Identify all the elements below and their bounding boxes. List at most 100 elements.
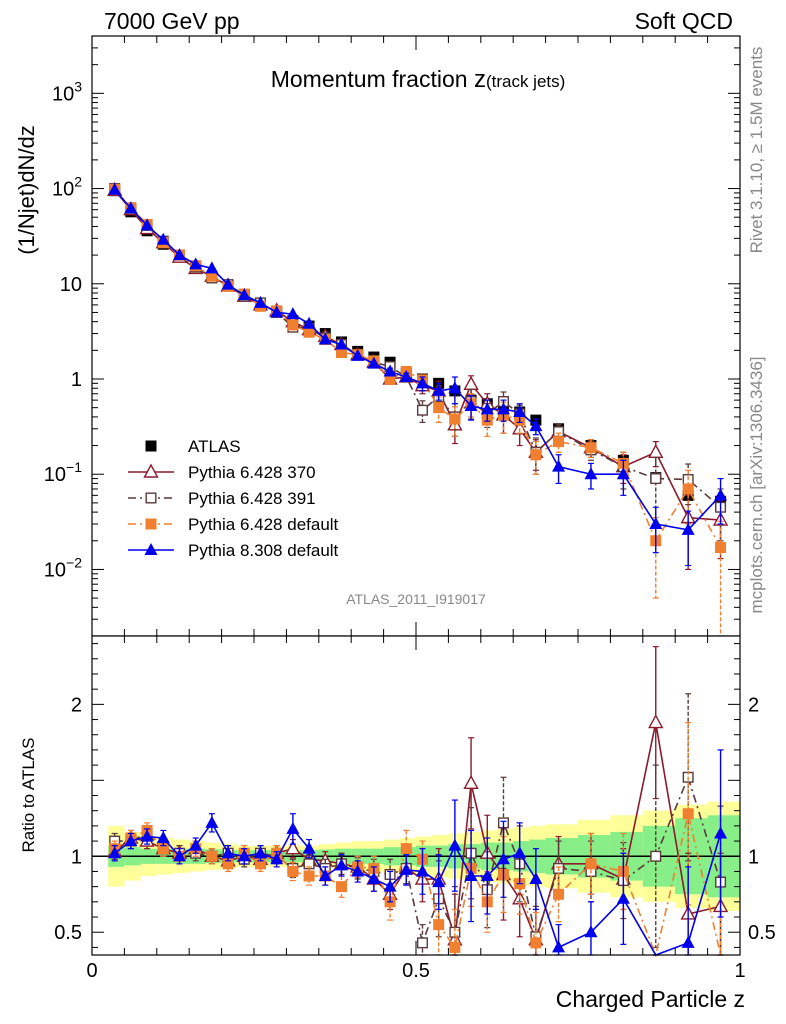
data-point (584, 467, 598, 480)
data-point (351, 348, 365, 361)
data-point (189, 838, 203, 851)
data-point (254, 858, 266, 870)
data-point (464, 869, 478, 882)
data-point (351, 864, 365, 877)
y-tick-label: 103 (52, 78, 82, 105)
data-point (253, 846, 267, 859)
legend-marker (143, 463, 159, 478)
legend-label: Pythia 6.428 370 (188, 463, 316, 482)
data-point (415, 864, 429, 877)
data-point (416, 404, 428, 416)
data-point (714, 488, 728, 501)
data-point (649, 517, 663, 530)
data-point (530, 449, 542, 461)
ratio-axes: 0.5 0.51 12 20 0.5 1 (54, 635, 776, 982)
legend-item: Pythia 6.428 default (128, 515, 339, 534)
data-point (448, 838, 462, 851)
data-point (206, 270, 218, 282)
data-point (715, 541, 727, 553)
data-point (318, 332, 332, 345)
y-tick-label: 10−1 (44, 459, 82, 486)
data-point (553, 888, 565, 900)
data-point (650, 473, 662, 485)
data-point (496, 402, 510, 415)
data-point (287, 319, 299, 331)
data-point (463, 774, 479, 790)
data-point (513, 846, 527, 859)
data-point (303, 870, 315, 882)
data-point (383, 879, 397, 892)
data-point (367, 356, 381, 369)
data-point (432, 875, 446, 888)
data-point (552, 940, 566, 953)
side-info-upper: Rivet 3.1.10, ≥ 1.5M events (747, 47, 766, 254)
data-point (334, 858, 348, 871)
data-point (108, 846, 122, 859)
header-left: 7000 GeV pp (104, 8, 240, 34)
data-point (286, 821, 300, 834)
data-point (616, 891, 630, 904)
side-info-lower: mcplots.cern.ch [arXiv:1306.3436] (747, 356, 766, 613)
data-point (237, 849, 251, 862)
ratio-y-tick-label: 1 (71, 846, 82, 868)
series-3 (108, 749, 728, 956)
data-point (157, 843, 169, 855)
data-point (529, 419, 543, 432)
legend-item: Pythia 8.308 default (128, 541, 339, 560)
x-tick-label: 1 (734, 960, 745, 982)
data-point (464, 399, 478, 412)
data-point (237, 288, 251, 301)
ratio-y-tick-label-right: 2 (748, 694, 759, 716)
legend-label: Pythia 8.308 default (188, 541, 339, 560)
legend-label: Pythia 6.428 391 (188, 489, 316, 508)
data-point (335, 346, 347, 358)
y-tick-label: 1 (71, 369, 82, 391)
main-title: Momentum fraction z(track jets) (271, 66, 566, 93)
data-point (222, 858, 234, 870)
main-plot-area (92, 36, 740, 636)
data-point (286, 307, 300, 320)
main-series-layer (107, 181, 729, 637)
data-point (682, 483, 694, 495)
data-point (156, 232, 170, 245)
data-point (648, 714, 664, 729)
data-point (270, 852, 284, 865)
ratio-y-tick-label-right: 1 (748, 846, 759, 868)
data-point (650, 850, 662, 862)
data-point (302, 841, 316, 854)
data-point (496, 852, 510, 865)
data-point (681, 522, 695, 535)
legend-item: ATLAS (145, 437, 241, 456)
analysis-watermark: ATLAS_2011_I919017 (346, 591, 486, 607)
series-4 (108, 182, 728, 567)
data-point (448, 381, 462, 394)
data-point (415, 376, 429, 389)
legend-label: ATLAS (188, 437, 241, 456)
series-line (114, 188, 722, 548)
data-point (367, 872, 381, 885)
legend-marker (145, 492, 157, 504)
ratio-background (92, 636, 740, 955)
data-point (285, 840, 301, 855)
data-point (513, 405, 527, 418)
main-background (92, 36, 740, 636)
data-point (383, 364, 397, 377)
data-point (303, 326, 315, 338)
data-point (140, 218, 154, 231)
data-point (399, 862, 413, 875)
header-right: Soft QCD (635, 8, 733, 34)
main-y-axis-label: (1/Njet)dN/dz (14, 125, 39, 255)
data-point (714, 826, 728, 839)
data-point (530, 937, 542, 949)
data-point (206, 850, 218, 862)
ratio-y-tick-label-right: 0.5 (748, 922, 776, 944)
data-point (221, 846, 235, 859)
data-point (480, 402, 494, 415)
data-point (552, 459, 566, 472)
data-point (124, 834, 138, 847)
data-point (681, 935, 695, 948)
data-point (384, 373, 396, 385)
y-tick-label: 102 (52, 174, 82, 201)
y-tick-label: 10−2 (44, 554, 82, 581)
